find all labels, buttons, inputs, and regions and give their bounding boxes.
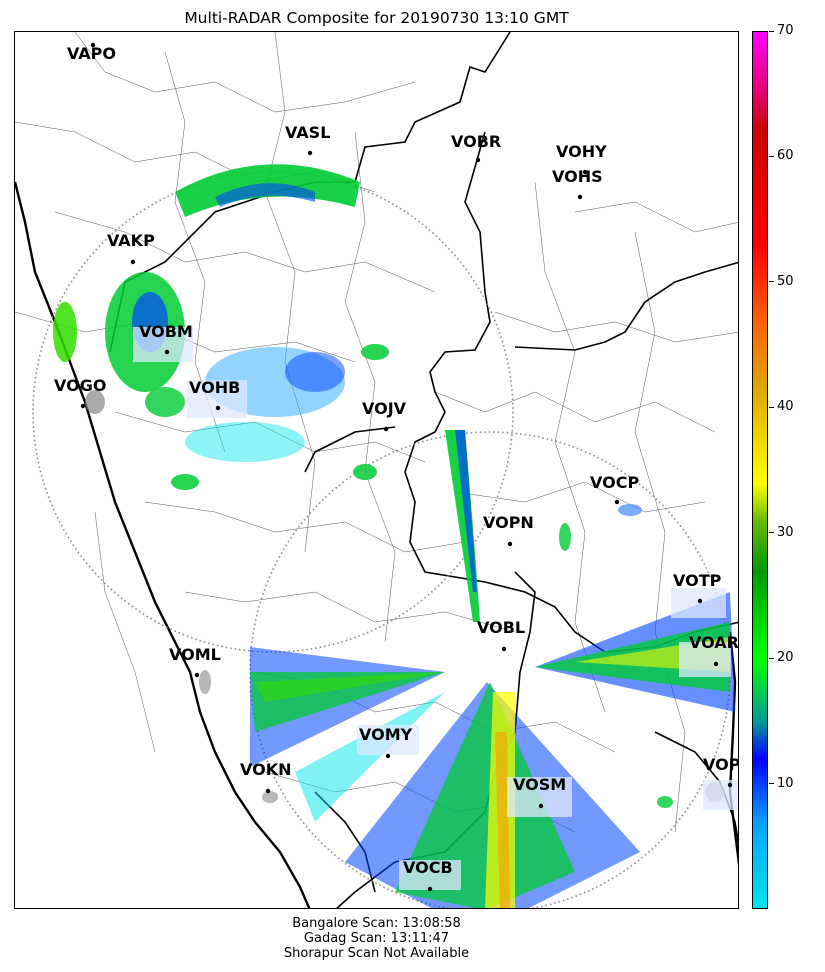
- colorbar-tick: [769, 532, 774, 534]
- station-dot-vohb: [215, 405, 221, 411]
- colorbar-tick-label: 40: [777, 399, 794, 415]
- station-label-vojv: VOJV: [362, 399, 407, 418]
- colorbar-tick-label: 60: [777, 148, 794, 164]
- shorapur-scan-status: Shorapur Scan Not Available: [283, 946, 470, 961]
- station-dot-vomy: [385, 753, 391, 759]
- colorbar-tick: [769, 657, 774, 659]
- colorbar-tick-label: 10: [777, 775, 794, 791]
- station-dot-vobm: [164, 349, 170, 355]
- station-label-votp: VOTP: [673, 571, 722, 590]
- station-label-vogo: VOGO: [54, 376, 106, 395]
- station-label-voar: VOAR: [689, 633, 739, 652]
- colorbar-tick-label: 30: [777, 524, 794, 540]
- colorbar-tick-label: 50: [777, 273, 794, 289]
- station-dot-vohs: [577, 194, 583, 200]
- station-label-vocb: VOCB: [403, 858, 453, 877]
- colorbar-tick-label: 20: [777, 650, 794, 666]
- station-dot-vokn: [265, 788, 271, 794]
- station-dot-vobl: [501, 646, 507, 652]
- station-label-vosm: VOSM: [513, 775, 566, 794]
- station-label-vopn: VOPN: [483, 513, 534, 532]
- station-label-vobm: VOBM: [139, 322, 193, 341]
- station-dot-vohy: [582, 169, 588, 175]
- station-label-vopc: VOPC: [703, 755, 739, 774]
- station-label-vokn: VOKN: [240, 760, 292, 779]
- colorbar-tick: [769, 281, 774, 283]
- station-dot-vojv: [383, 426, 389, 432]
- station-label-vocp: VOCP: [590, 473, 639, 492]
- station-dot-voar: [713, 661, 719, 667]
- station-label-voml: VOML: [169, 645, 221, 664]
- station-label-vobr: VOBR: [451, 132, 501, 151]
- station-label-vapo: VAPO: [67, 44, 116, 63]
- station-dot-vocp: [614, 499, 620, 505]
- radar-echoes: [53, 164, 735, 908]
- radar-map[interactable]: VAPO VASL VOBR VOHY VOHS VAKP VOBM VOGO VOHB VOJV…: [14, 31, 739, 909]
- station-dot-vobr: [475, 157, 481, 163]
- bangalore-scan-time: Bangalore Scan: 13:08:58: [292, 916, 461, 931]
- colorbar-tick: [769, 783, 774, 785]
- station-dot-vopc: [727, 782, 733, 788]
- colorbar-tick: [769, 30, 774, 32]
- colorbar-gradient: [753, 32, 767, 908]
- station-label-vohy: VOHY: [556, 142, 607, 161]
- station-label-vasl: VASL: [285, 123, 330, 142]
- station-label-vobl: VOBL: [477, 618, 525, 637]
- station-dot-vakp: [130, 259, 136, 265]
- station-label-vomy: VOMY: [359, 725, 413, 744]
- station-dot-votp: [697, 598, 703, 604]
- district-boundaries: [15, 32, 738, 833]
- station-label-vohs: VOHS: [552, 167, 603, 186]
- colorbar: [752, 31, 768, 909]
- station-dot-vogo: [80, 403, 86, 409]
- radar-map-canvas: VAPO VASL VOBR VOHY VOHS VAKP VOBM VOGO VOHB VOJV…: [15, 32, 739, 908]
- station-label-boxes: [133, 327, 738, 890]
- colorbar-fill: [753, 32, 767, 908]
- gadag-scan-time: Gadag Scan: 13:11:47: [303, 931, 450, 946]
- colorbar-tick-label: 70: [777, 23, 794, 38]
- colorbar-tick: [769, 406, 774, 408]
- map-title: Multi-RADAR Composite for 20190730 13:10…: [184, 9, 569, 27]
- station-label-vakp: VAKP: [107, 231, 155, 250]
- station-dot-vopn: [507, 541, 513, 547]
- station-dot-vasl: [307, 150, 313, 156]
- station-dot-vocb: [427, 886, 433, 892]
- station-markers: VAPO VASL VOBR VOHY VOHS VAKP VOBM VOGO VOHB VOJV…: [54, 42, 739, 892]
- station-dot-vapo: [90, 42, 96, 48]
- station-label-vohb: VOHB: [189, 378, 240, 397]
- station-dot-voml: [194, 672, 200, 678]
- colorbar-tick: [769, 155, 774, 157]
- station-dot-vosm: [538, 803, 544, 809]
